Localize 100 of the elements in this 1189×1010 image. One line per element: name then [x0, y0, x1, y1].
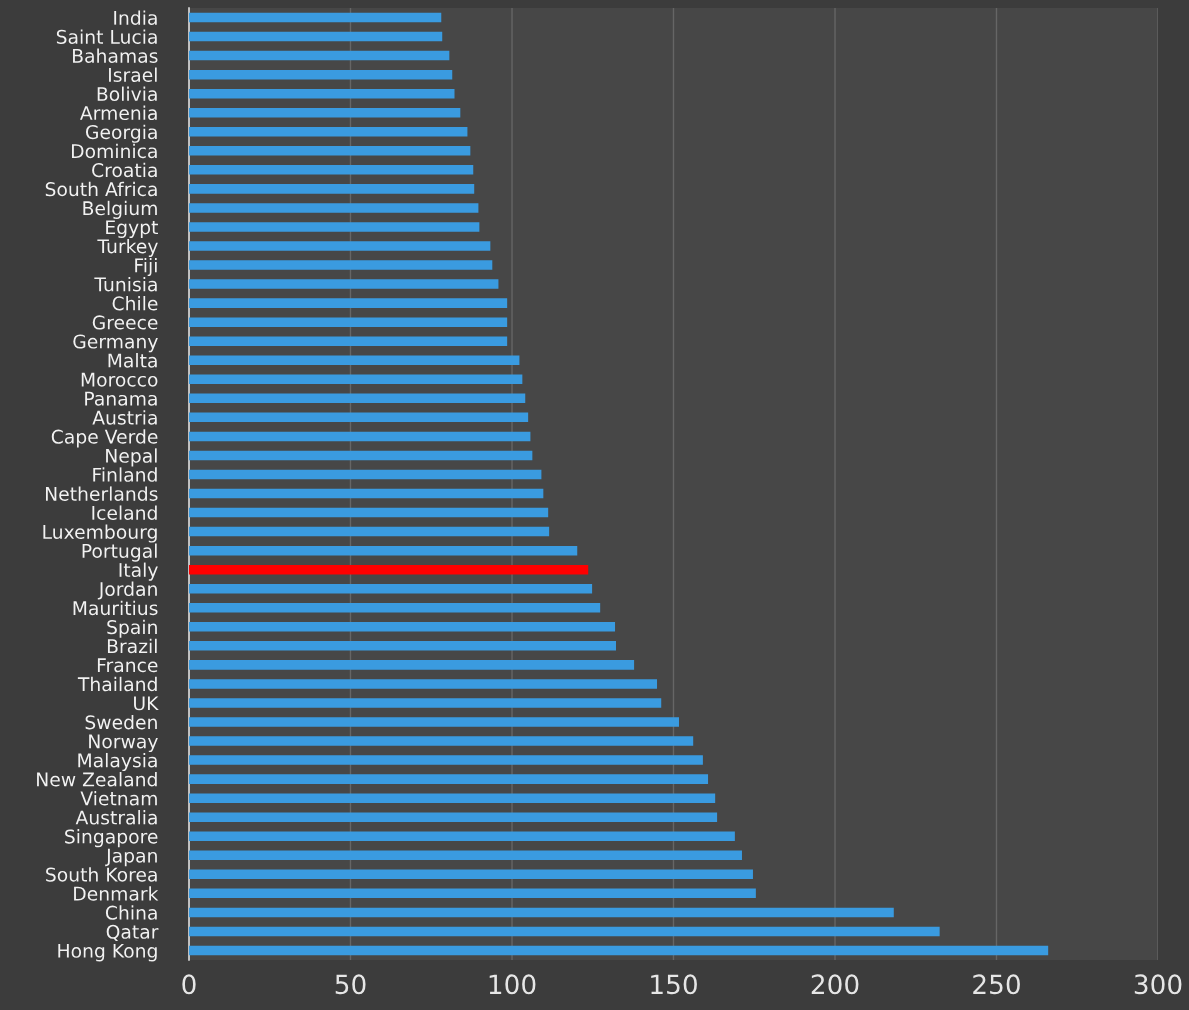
bar: [189, 698, 662, 708]
y-tick-label: UK: [134, 696, 159, 711]
bar: [189, 755, 703, 765]
bar: [189, 317, 508, 327]
y-tick-label: Singapore: [65, 829, 158, 848]
bar: [189, 469, 542, 480]
y-tick-label: Belgium: [83, 200, 157, 219]
bar: [189, 564, 589, 575]
x-tick-label: 100: [489, 974, 536, 995]
bar: [189, 507, 549, 518]
y-tick-label: Saint Lucia: [56, 29, 157, 44]
bar: [189, 412, 529, 423]
y-tick-label: Malaysia: [78, 752, 157, 772]
y-tick-label: Dominica: [72, 143, 157, 159]
y-tick-label: Australia: [75, 810, 157, 825]
y-tick-label: Portugal: [82, 543, 157, 562]
x-tick-label: 0: [182, 974, 196, 995]
y-tick-label: Israel: [109, 67, 157, 83]
bar: [189, 12, 442, 23]
y-tick-label: Fiji: [135, 257, 157, 277]
y-tick-label: Nepal: [106, 448, 157, 467]
bar: [189, 545, 578, 556]
y-tick-label: Cape Verde: [51, 429, 158, 448]
bar: [189, 945, 1049, 956]
bar: [189, 203, 479, 213]
bar: [189, 926, 940, 937]
y-tick-label: Thailand: [77, 676, 157, 692]
y-tick-label: Finland: [93, 467, 157, 482]
y-tick-label: Croatia: [92, 162, 157, 178]
x-tick-label: 50: [335, 974, 366, 995]
bar: [189, 279, 499, 289]
y-tick-label: Mauritius: [73, 600, 158, 616]
bar: [189, 355, 520, 365]
bar: [189, 888, 756, 899]
bar: [189, 488, 544, 499]
x-tick-label: 200: [811, 974, 859, 995]
bar: [189, 431, 531, 442]
y-tick-label: Chile: [112, 296, 158, 311]
y-tick-label: New Zealand: [37, 772, 157, 787]
bar: [189, 717, 679, 727]
y-tick-label: Morocco: [81, 372, 158, 387]
y-tick-label: Netherlands: [45, 486, 158, 501]
y-tick-label: Bahamas: [73, 48, 158, 63]
y-tick-label: Norway: [89, 734, 158, 753]
bar: [189, 50, 450, 61]
y-tick-label: South Africa: [45, 181, 157, 197]
y-tick-label: China: [105, 905, 157, 920]
y-tick-label: Greece: [92, 315, 158, 330]
bar: [189, 184, 475, 194]
y-tick-label: South Korea: [46, 867, 157, 882]
x-tick-label: 150: [651, 974, 697, 995]
x-tick-label: 300: [1134, 974, 1182, 995]
y-tick-label: Luxembourg: [43, 524, 157, 543]
y-tick-label: Japan: [105, 848, 157, 867]
y-tick-label: Jordan: [97, 581, 157, 600]
y-tick-label: Brazil: [107, 638, 157, 654]
bar: [189, 812, 718, 822]
bar: [189, 88, 455, 99]
bar: [189, 622, 616, 632]
y-tick-label: Georgia: [85, 124, 157, 143]
y-tick-label: Bolivia: [97, 86, 157, 102]
bar: [189, 31, 443, 42]
bar: [189, 793, 716, 803]
y-tick-label: Spain: [107, 619, 157, 638]
y-tick-label: Germany: [73, 334, 158, 353]
y-tick-label: Armenia: [80, 105, 157, 121]
bar: [189, 69, 453, 80]
y-tick-label: India: [114, 10, 157, 25]
bar: [189, 241, 491, 251]
y-tick-label: Sweden: [85, 714, 157, 730]
y-tick-label: Egypt: [106, 220, 158, 238]
bar: [189, 736, 694, 746]
y-tick-label: Malta: [108, 353, 157, 368]
bar: [189, 393, 526, 404]
bar: [189, 298, 508, 308]
bar: [189, 222, 480, 232]
y-tick-label: France: [97, 658, 158, 673]
y-tick-label: Qatar: [106, 924, 159, 941]
bar: [189, 850, 742, 861]
y-tick-label: Italy: [119, 562, 158, 581]
bar: [189, 526, 550, 537]
bar: [189, 660, 635, 670]
y-tick-label: Panama: [85, 391, 157, 406]
bar: [189, 774, 709, 784]
bar: [189, 127, 468, 137]
bar: [189, 641, 617, 651]
bar: [189, 869, 753, 880]
y-tick-label: Turkey: [97, 238, 158, 258]
bar: [189, 679, 658, 689]
y-tick-label: Hong Kong: [58, 943, 157, 962]
bar: [189, 374, 523, 385]
bar: [189, 907, 894, 918]
bar: [189, 450, 533, 461]
bar: [189, 336, 508, 346]
bar: [189, 165, 474, 175]
y-tick-label: Denmark: [74, 886, 159, 901]
bar: [189, 146, 471, 156]
y-tick-label: Tunisia: [94, 276, 157, 292]
y-tick-label: Austria: [92, 410, 157, 425]
bar: [189, 260, 493, 270]
